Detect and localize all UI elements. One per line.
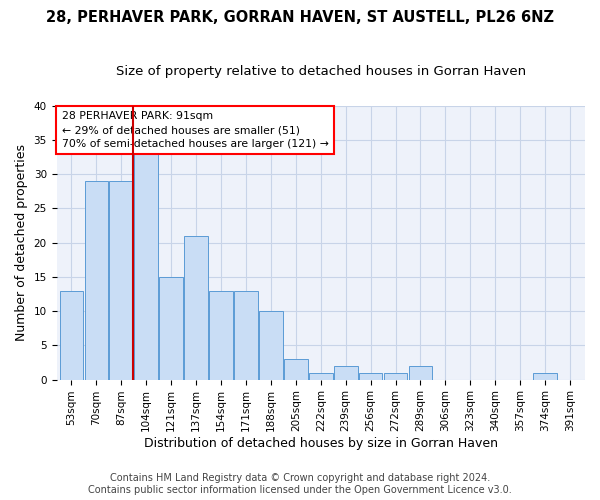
Text: Contains HM Land Registry data © Crown copyright and database right 2024.
Contai: Contains HM Land Registry data © Crown c… — [88, 474, 512, 495]
Bar — [334, 366, 358, 380]
Bar — [209, 290, 233, 380]
Text: 28, PERHAVER PARK, GORRAN HAVEN, ST AUSTELL, PL26 6NZ: 28, PERHAVER PARK, GORRAN HAVEN, ST AUST… — [46, 10, 554, 25]
Bar — [309, 372, 332, 380]
Text: 28 PERHAVER PARK: 91sqm
← 29% of detached houses are smaller (51)
70% of semi-de: 28 PERHAVER PARK: 91sqm ← 29% of detache… — [62, 111, 329, 149]
Bar — [284, 359, 308, 380]
Bar — [85, 181, 108, 380]
Bar — [259, 311, 283, 380]
Bar — [409, 366, 433, 380]
Bar — [384, 372, 407, 380]
Bar — [234, 290, 258, 380]
Bar — [533, 372, 557, 380]
X-axis label: Distribution of detached houses by size in Gorran Haven: Distribution of detached houses by size … — [144, 437, 498, 450]
Bar — [160, 277, 183, 380]
Y-axis label: Number of detached properties: Number of detached properties — [15, 144, 28, 341]
Bar — [184, 236, 208, 380]
Bar — [359, 372, 382, 380]
Title: Size of property relative to detached houses in Gorran Haven: Size of property relative to detached ho… — [116, 65, 526, 78]
Bar — [59, 290, 83, 380]
Bar — [109, 181, 133, 380]
Bar — [134, 154, 158, 380]
